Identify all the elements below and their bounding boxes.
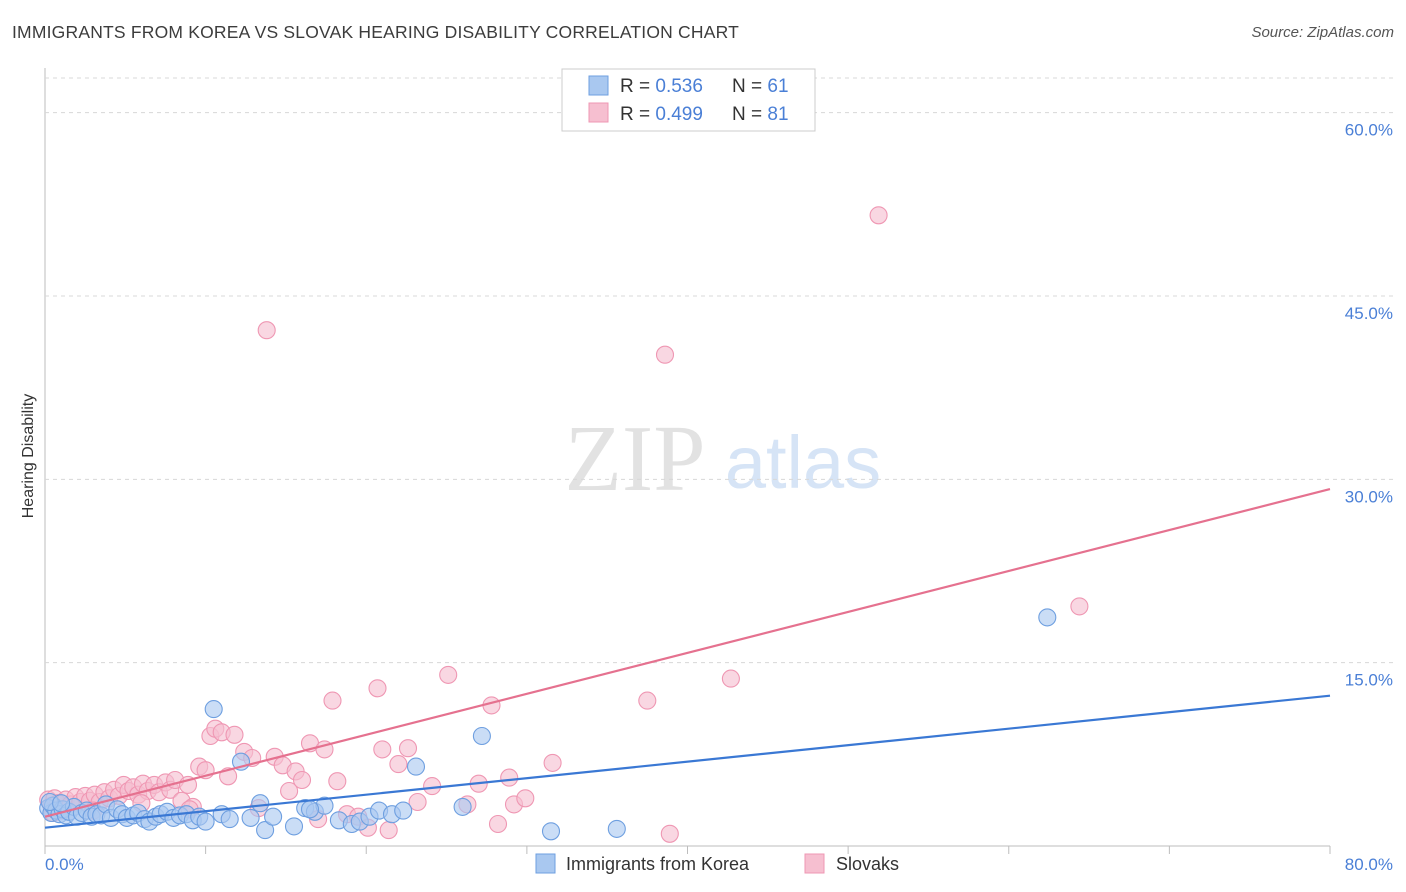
legend-n-label-korea: N = xyxy=(732,76,767,97)
slovak-point xyxy=(500,768,519,787)
korea-point xyxy=(264,807,283,826)
legend-bottom-swatch-korea xyxy=(535,853,556,874)
watermark: ZIP atlas xyxy=(565,407,882,511)
legend-swatch-korea xyxy=(588,75,609,96)
y-tick-label: 30.0% xyxy=(1345,487,1393,506)
korea-point xyxy=(607,819,626,838)
chart-source: Source: ZipAtlas.com xyxy=(1251,24,1394,41)
trend-lines xyxy=(44,488,1331,829)
legend-bottom-label-slovak: Slovaks xyxy=(836,854,899,874)
korea-point xyxy=(196,812,215,831)
slovak-point xyxy=(423,777,442,796)
korea-trend-line xyxy=(44,694,1331,829)
slovak-point xyxy=(389,755,408,774)
slovak-point xyxy=(488,814,508,834)
korea-point xyxy=(241,808,260,827)
y-tick-label: 15.0% xyxy=(1345,671,1393,690)
legend-r-label-korea: R = xyxy=(620,76,655,97)
slovak-point xyxy=(257,321,276,340)
slovak-point xyxy=(638,691,657,710)
korea-point xyxy=(52,794,71,813)
korea-point xyxy=(251,794,270,813)
slovak-trend-line xyxy=(44,488,1331,818)
slovak-point xyxy=(408,792,427,812)
slovak-point xyxy=(280,781,299,801)
korea-point xyxy=(300,800,320,819)
watermark-atlas: atlas xyxy=(725,421,881,504)
legend-bottom-swatch-slovak xyxy=(804,853,825,874)
svg-text:N = 81: N = 81 xyxy=(732,104,789,125)
x-tick-label-min: 0.0% xyxy=(45,855,84,874)
data-points xyxy=(39,206,1089,843)
korea-point xyxy=(1038,608,1057,627)
slovak-point xyxy=(516,789,535,808)
svg-text:R = 0.499: R = 0.499 xyxy=(620,104,703,125)
y-axis-label: Hearing Disability xyxy=(20,394,37,519)
slovak-point xyxy=(379,821,398,840)
y-tick-label: 45.0% xyxy=(1345,304,1393,323)
slovak-point xyxy=(543,753,562,772)
korea-point xyxy=(394,801,413,820)
slovak-point xyxy=(439,665,458,684)
y-tick-labels: 15.0% 30.0% 45.0% 60.0% xyxy=(1345,121,1393,690)
legend-top: R = 0.536 N = 61 R = 0.499 N = 81 xyxy=(561,68,816,132)
slovak-point xyxy=(373,740,392,759)
korea-point xyxy=(406,757,426,776)
korea-point xyxy=(204,700,223,719)
slovak-point xyxy=(328,772,347,791)
slovak-point xyxy=(368,679,387,698)
legend-r-value-slovak: 0.499 xyxy=(655,104,703,125)
slovak-point xyxy=(721,669,740,688)
chart-title: IMMIGRANTS FROM KOREA VS SLOVAK HEARING … xyxy=(12,22,740,42)
x-ticks xyxy=(44,846,1331,854)
legend-bottom-label-korea: Immigrants from Korea xyxy=(566,854,750,874)
legend-r-label-slovak: R = xyxy=(620,104,655,125)
korea-point xyxy=(472,726,491,746)
y-tick-label: 60.0% xyxy=(1345,121,1393,140)
slovak-point xyxy=(398,739,418,758)
slovak-point xyxy=(869,206,888,225)
watermark-zip: ZIP xyxy=(565,407,706,511)
korea-point xyxy=(256,821,275,840)
slovak-point xyxy=(292,770,312,790)
legend-swatch-slovak xyxy=(588,102,609,123)
legend-n-value-slovak: 81 xyxy=(767,104,788,125)
korea-point xyxy=(541,822,561,841)
grid xyxy=(45,77,1393,664)
legend-r-value-korea: 0.536 xyxy=(655,76,703,97)
legend-n-value-korea: 61 xyxy=(767,76,788,97)
x-tick-label-max: 80.0% xyxy=(1345,855,1393,874)
svg-text:R = 0.536: R = 0.536 xyxy=(620,76,703,97)
slovak-point xyxy=(323,691,342,710)
korea-point xyxy=(220,810,239,829)
slovak-point xyxy=(1070,597,1089,616)
korea-point xyxy=(284,817,304,836)
slovak-point xyxy=(660,824,679,843)
korea-point xyxy=(453,797,472,816)
slovak-point xyxy=(655,345,675,364)
slovak-point xyxy=(225,725,244,744)
svg-text:N = 61: N = 61 xyxy=(732,76,789,97)
legend-n-label-slovak: N = xyxy=(732,104,767,125)
legend-bottom: Immigrants from Korea Slovaks xyxy=(535,853,899,874)
